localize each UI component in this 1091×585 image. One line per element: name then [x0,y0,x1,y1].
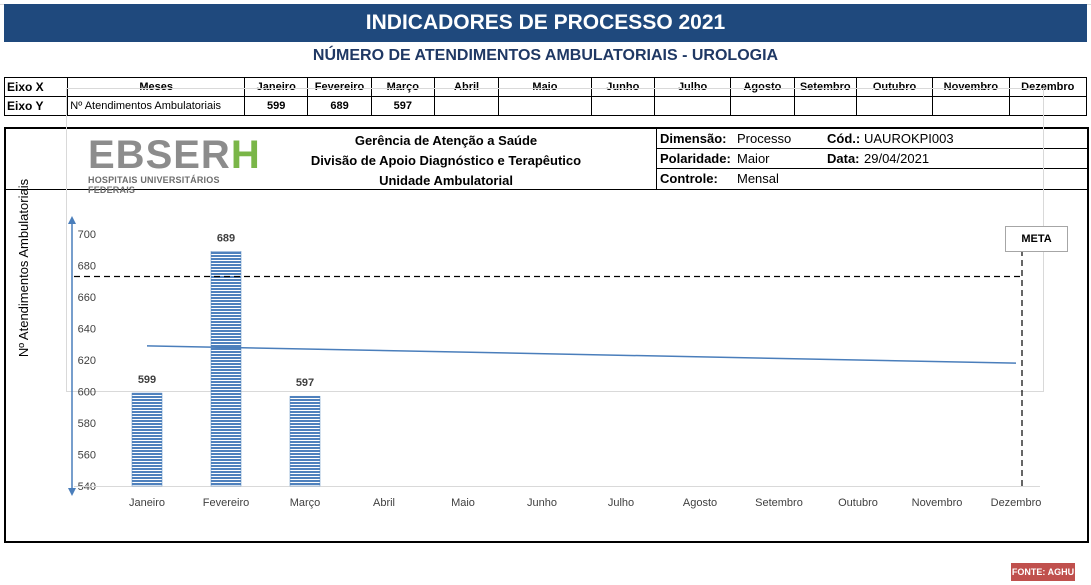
x-tick-label: Setembro [755,497,803,509]
y-tick-label: 660 [78,292,96,304]
x-tick-label: Fevereiro [203,497,249,509]
row-head-eixo-x[interactable]: Eixo X [3,77,69,97]
value-cell[interactable] [498,96,592,116]
value-cell[interactable] [653,96,732,116]
report-title: INDICADORES DE PROCESSO 2021 [365,11,726,34]
indicator-panel: EBSERH HOSPITAIS UNIVERSITÁRIOS FEDERAIS… [4,127,1089,543]
y-tick-label: 700 [78,229,96,241]
data-label: 597 [296,377,314,389]
logo-wordmark: EBSERH [88,133,261,177]
info-row-dimensao: Dimensão: Processo Cód.: UAUROKPI003 [657,129,1088,149]
info-row-controle: Controle: Mensal [657,169,1088,188]
y-tick-label: 580 [78,418,96,430]
value-cell[interactable]: 689 [307,96,372,116]
trend-line [146,345,1017,364]
ebserh-logo: EBSERH HOSPITAIS UNIVERSITÁRIOS FEDERAIS [88,133,261,195]
value-cell[interactable] [1008,96,1088,116]
row-head-eixo-y[interactable]: Eixo Y [3,96,69,116]
data-label: 599 [138,374,156,386]
meta-label: META [1021,233,1052,245]
y-axis-arrow-up-icon [68,216,76,224]
x-tick-label: Junho [527,497,557,509]
header-line-unidade: Unidade Ambulatorial [379,173,513,188]
x-tick-label: Maio [451,497,475,509]
report-banner: INDICADORES DE PROCESSO 2021 [4,4,1087,42]
value-cell[interactable]: 597 [370,96,435,116]
y-tick-label: 620 [78,355,96,367]
y-axis-arrow-down-icon [68,488,76,496]
y-tick-label: 680 [78,261,96,273]
data-label: 689 [217,232,235,244]
panel-header: EBSERH HOSPITAIS UNIVERSITÁRIOS FEDERAIS… [6,129,1088,195]
fonte-badge: FONTE: AGHU [1011,563,1075,581]
x-tick-label: Outubro [838,497,878,509]
info-row-polaridade: Polaridade: Maior Data: 29/04/2021 [657,149,1088,169]
polaridade-label: Polaridade: [660,151,731,166]
report-subtitle: NÚMERO DE ATENDIMENTOS AMBULATORIAIS - U… [312,47,779,64]
header-line-gerencia: Gerência de Atenção a Saúde [354,133,538,148]
y-tick-label: 640 [78,324,96,336]
x-tick-label: Julho [608,497,634,509]
month-cell[interactable]: Maio [498,77,592,97]
x-tick-label: Março [290,497,321,509]
header-line-divisao: Divisão de Apoio Diagnóstico e Terapêuti… [310,153,582,168]
logo-tagline: HOSPITAIS UNIVERSITÁRIOS FEDERAIS [88,175,220,195]
controle-label: Controle: [660,171,718,186]
month-cell[interactable]: Setembro [793,77,857,97]
value-cell[interactable] [793,96,857,116]
table-row-x: Eixo X Meses Janeiro Fevereiro Março Abr… [3,77,1088,97]
x-tick-label: Janeiro [129,497,165,509]
x-tick-label: Abril [373,497,395,509]
data-label: Data: [827,151,860,166]
value-cell[interactable] [433,96,500,116]
bar [289,395,321,487]
cod-value[interactable]: UAUROKPI003 [864,131,954,146]
bar [131,392,163,487]
dimensao-value[interactable]: Processo [737,131,792,146]
controle-value[interactable]: Mensal [737,171,779,186]
info-box: Dimensão: Processo Cód.: UAUROKPI003 Pol… [656,129,1088,189]
table-row-y: Eixo Y Nº Atendimentos Ambulatoriais 599… [3,96,1088,116]
x-tick-label: Novembro [912,497,963,509]
x-tick-label: Dezembro [991,497,1042,509]
bar [210,251,242,487]
data-table: Eixo X Meses Janeiro Fevereiro Março Abr… [3,77,1088,116]
polaridade-value[interactable]: Maior [737,151,770,166]
x-tick-label: Agosto [683,497,717,509]
y-tick-label: 560 [78,450,96,462]
cod-label: Cód.: [827,131,861,146]
row-label-atendimentos[interactable]: Nº Atendimentos Ambulatoriais [67,96,246,116]
dimensao-label: Dimensão: [660,131,727,146]
y-tick-label: 600 [78,387,96,399]
meta-label-box: META [1005,226,1068,252]
data-value[interactable]: 29/04/2021 [864,151,930,166]
